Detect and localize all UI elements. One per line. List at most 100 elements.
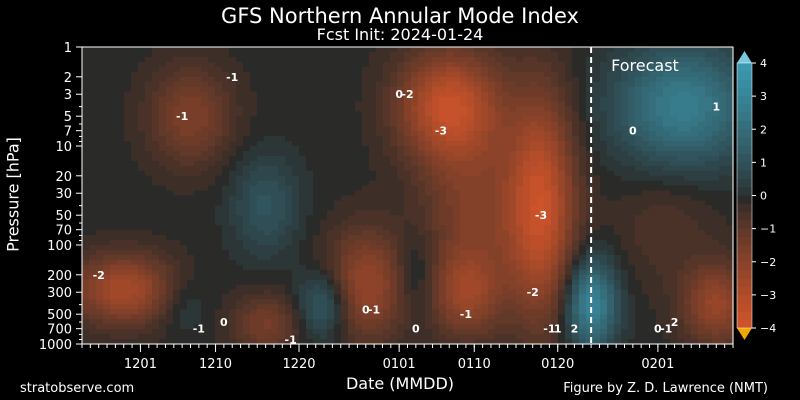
heatmap-cell	[131, 329, 139, 335]
heatmap-cell	[544, 329, 552, 335]
heatmap-cell	[600, 205, 608, 211]
heatmap-cell	[460, 284, 468, 291]
heatmap-cell	[404, 254, 412, 261]
heatmap-cell	[369, 240, 377, 246]
heatmap-cell	[509, 235, 517, 241]
heatmap-cell	[222, 131, 230, 137]
heatmap-cell	[432, 96, 440, 103]
heatmap-cell	[593, 259, 601, 266]
heatmap-cell	[173, 230, 181, 236]
heatmap-cell	[355, 170, 363, 177]
heatmap-cell	[222, 334, 230, 340]
heatmap-cell	[320, 91, 328, 98]
heatmap-cell	[313, 230, 321, 236]
heatmap-cell	[439, 175, 447, 182]
heatmap-cell	[271, 329, 279, 335]
heatmap-cell	[495, 51, 503, 58]
heatmap-cell	[614, 180, 622, 187]
heatmap-cell	[327, 86, 335, 93]
heatmap-cell	[124, 329, 132, 335]
heatmap-cell	[208, 215, 216, 221]
heatmap-cell	[460, 111, 468, 117]
heatmap-cell	[467, 329, 475, 335]
heatmap-cell	[572, 165, 580, 172]
heatmap-cell	[565, 81, 573, 88]
heatmap-cell	[404, 155, 412, 162]
heatmap-cell	[397, 71, 405, 78]
heatmap-cell	[334, 314, 342, 320]
heatmap-cell	[642, 249, 650, 256]
heatmap-cell	[138, 141, 146, 147]
heatmap-cell	[425, 339, 433, 345]
heatmap-cell	[502, 180, 510, 187]
heatmap-cell	[229, 96, 237, 103]
heatmap-cell	[551, 339, 559, 345]
heatmap-cell	[390, 240, 398, 246]
heatmap-cell	[362, 329, 370, 335]
heatmap-cell	[124, 240, 132, 246]
heatmap-cell	[621, 160, 629, 167]
heatmap-cell	[257, 314, 265, 320]
heatmap-cell	[117, 294, 125, 301]
heatmap-cell	[376, 170, 384, 177]
heatmap-cell	[614, 230, 622, 236]
heatmap-cell	[607, 324, 615, 330]
heatmap-cell	[194, 96, 202, 103]
heatmap-cell	[572, 215, 580, 221]
heatmap-cell	[467, 314, 475, 320]
heatmap-cell	[572, 210, 580, 216]
heatmap-cell	[495, 339, 503, 345]
heatmap-cell	[180, 160, 188, 167]
heatmap-cell	[488, 165, 496, 172]
heatmap-cell	[558, 160, 566, 167]
heatmap-cell	[509, 195, 517, 202]
heatmap-cell	[138, 294, 146, 301]
heatmap-cell	[362, 91, 370, 98]
heatmap-cell	[642, 91, 650, 98]
heatmap-cell	[82, 91, 90, 98]
heatmap-cell	[243, 205, 251, 211]
heatmap-cell	[341, 56, 349, 63]
heatmap-cell	[138, 170, 146, 177]
heatmap-cell	[236, 264, 244, 271]
heatmap-cell	[600, 225, 608, 231]
heatmap-cell	[138, 245, 146, 251]
heatmap-cell	[131, 66, 139, 73]
heatmap-cell	[551, 190, 559, 197]
heatmap-cell	[439, 106, 447, 112]
heatmap-cell	[390, 146, 398, 152]
heatmap-cell	[327, 106, 335, 112]
heatmap-cell	[418, 269, 426, 276]
heatmap-cell	[509, 309, 517, 315]
heatmap-cell	[614, 71, 622, 78]
heatmap-cell	[110, 165, 118, 172]
heatmap-cell	[446, 324, 454, 330]
heatmap-cell	[404, 91, 412, 98]
heatmap-cell	[523, 205, 531, 211]
heatmap-cell	[264, 210, 272, 216]
heatmap-cell	[201, 47, 209, 53]
heatmap-cell	[229, 86, 237, 93]
heatmap-cell	[516, 205, 524, 211]
heatmap-cell	[649, 314, 657, 320]
heatmap-cell	[89, 200, 97, 206]
heatmap-cell	[82, 136, 90, 142]
heatmap-cell	[579, 249, 587, 256]
heatmap-cell	[117, 126, 125, 132]
heatmap-cell	[138, 299, 146, 305]
heatmap-cell	[110, 205, 118, 211]
heatmap-cell	[215, 264, 223, 271]
heatmap-cell	[621, 190, 629, 197]
heatmap-cell	[628, 185, 636, 192]
heatmap-cell	[229, 329, 237, 335]
heatmap-cell	[621, 299, 629, 305]
heatmap-cell	[425, 279, 433, 286]
heatmap-cell	[586, 56, 594, 63]
heatmap-cell	[124, 96, 132, 103]
heatmap-cell	[278, 61, 286, 68]
heatmap-cell	[320, 274, 328, 281]
heatmap-cell	[621, 86, 629, 93]
heatmap-cell	[306, 289, 314, 296]
heatmap-cell	[201, 339, 209, 345]
heatmap-cell	[488, 56, 496, 63]
